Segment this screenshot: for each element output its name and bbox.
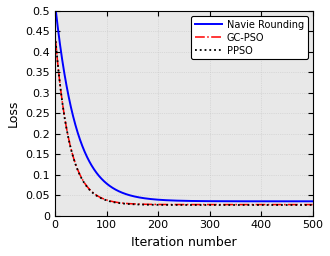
- Navie Rounding: [303, 200, 307, 203]
- GC-PSO: [54, 39, 58, 42]
- Line: Navie Rounding: Navie Rounding: [56, 9, 313, 201]
- Navie Rounding: [67, 95, 71, 99]
- Line: PPSO: PPSO: [56, 41, 313, 205]
- GC-PSO: [179, 203, 182, 206]
- X-axis label: Iteration number: Iteration number: [131, 236, 237, 249]
- Y-axis label: Loss: Loss: [7, 100, 20, 127]
- GC-PSO: [311, 203, 314, 206]
- GC-PSO: [172, 203, 176, 206]
- GC-PSO: [303, 203, 307, 206]
- PPSO: [256, 204, 260, 207]
- Navie Rounding: [179, 199, 182, 202]
- GC-PSO: [256, 203, 260, 206]
- Navie Rounding: [172, 199, 176, 202]
- Navie Rounding: [311, 200, 314, 203]
- PPSO: [172, 204, 176, 207]
- Line: GC-PSO: GC-PSO: [56, 41, 313, 205]
- PPSO: [303, 204, 307, 207]
- PPSO: [54, 40, 58, 43]
- PPSO: [303, 204, 307, 207]
- Navie Rounding: [54, 7, 58, 10]
- PPSO: [179, 204, 182, 207]
- GC-PSO: [67, 138, 71, 141]
- Legend: Navie Rounding, GC-PSO, PPSO: Navie Rounding, GC-PSO, PPSO: [191, 16, 308, 59]
- PPSO: [67, 138, 71, 141]
- GC-PSO: [303, 203, 307, 206]
- Navie Rounding: [256, 200, 260, 203]
- PPSO: [311, 204, 314, 207]
- Navie Rounding: [303, 200, 307, 203]
